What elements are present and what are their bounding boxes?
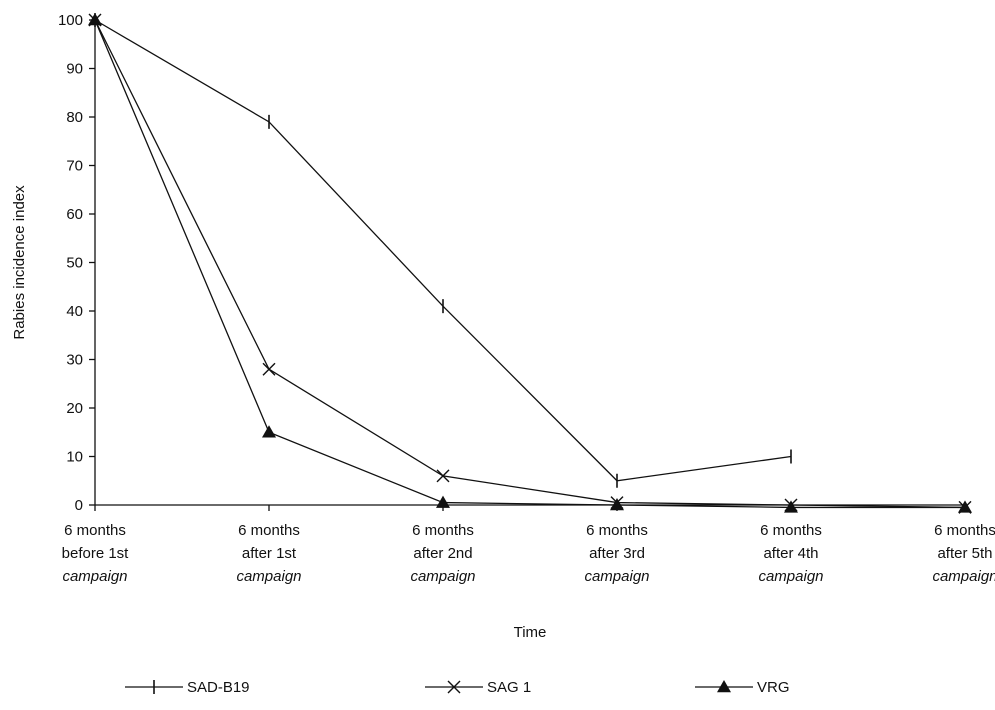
x-tick-label: campaign <box>758 568 823 585</box>
legend: SAD-B19 SAG 1 VRG <box>125 679 790 696</box>
x-tick-label: before 1st <box>62 545 130 562</box>
series-layer <box>88 13 972 514</box>
legend-item: VRG <box>695 679 790 696</box>
data-point <box>784 500 798 513</box>
x-tick-label: 6 months <box>760 522 822 539</box>
x-tick-label: after 2nd <box>413 545 472 562</box>
y-tick-label: 70 <box>66 158 83 175</box>
data-point <box>610 498 624 511</box>
x-tick-label: after 4th <box>763 545 818 562</box>
data-point <box>436 469 450 483</box>
x-tick-label: campaign <box>410 568 475 585</box>
y-tick-label: 40 <box>66 303 83 320</box>
x-tick-label: campaign <box>62 568 127 585</box>
legend-marker <box>447 680 461 694</box>
x-tick-label: campaign <box>236 568 301 585</box>
y-tick-label: 90 <box>66 61 83 78</box>
x-tick-label: after 1st <box>242 545 297 562</box>
x-tick-label: 6 months <box>412 522 474 539</box>
x-tick-label: campaign <box>584 568 649 585</box>
legend-item: SAG 1 <box>425 679 531 696</box>
x-tick-label: 6 months <box>238 522 300 539</box>
series-line-sad-b19 <box>94 19 792 482</box>
x-tick-label: after 5th <box>937 545 992 562</box>
y-tick-label: 20 <box>66 400 83 417</box>
series-line-vrg <box>94 19 965 509</box>
y-axis: 0 10 20 30 40 50 60 70 80 90 100 <box>58 12 96 514</box>
x-tick-label: 6 months <box>64 522 126 539</box>
data-point <box>958 500 972 513</box>
legend-item: SAD-B19 <box>125 679 250 696</box>
data-point <box>262 362 276 376</box>
series-line-sag-1 <box>94 19 966 509</box>
y-tick-label: 60 <box>66 206 83 223</box>
x-tick-label: after 3rd <box>589 545 645 562</box>
data-point <box>88 13 102 26</box>
y-axis-title: Rabies incidence index <box>11 185 28 340</box>
y-tick-label: 50 <box>66 255 83 272</box>
legend-marker <box>717 680 731 693</box>
x-tick-label: campaign <box>932 568 995 585</box>
x-axis-title: Time <box>514 624 547 641</box>
legend-label: SAG 1 <box>487 679 531 696</box>
y-tick-label: 0 <box>75 497 83 514</box>
y-tick-label: 80 <box>66 109 83 126</box>
x-tick-label: 6 months <box>934 522 995 539</box>
y-tick-label: 100 <box>58 12 83 29</box>
y-tick-label: 10 <box>66 449 83 466</box>
x-tick-label: 6 months <box>586 522 648 539</box>
data-point <box>262 425 276 438</box>
legend-label: VRG <box>757 679 790 696</box>
legend-label: SAD-B19 <box>187 679 250 696</box>
y-tick-label: 30 <box>66 352 83 369</box>
data-point <box>436 495 450 508</box>
x-axis: 6 months before 1st campaign 6 months after … <box>62 504 995 585</box>
